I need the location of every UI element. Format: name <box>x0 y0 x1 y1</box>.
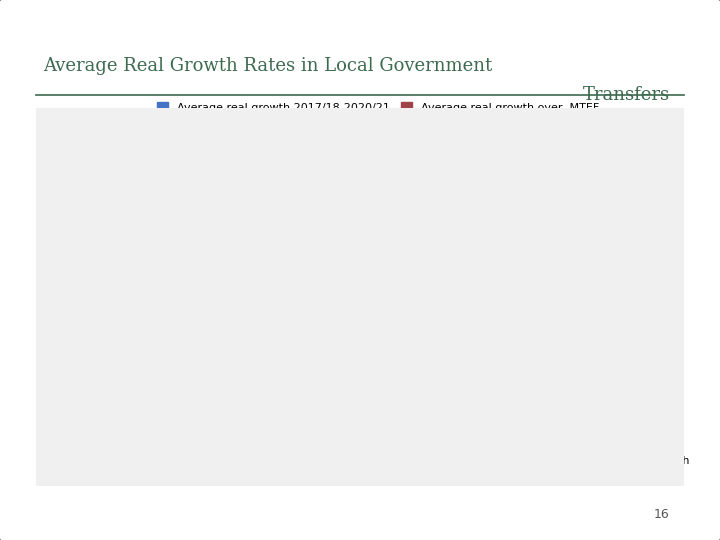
Text: -1%: -1% <box>618 336 642 349</box>
Text: Transfers: Transfers <box>582 86 670 104</box>
Text: 4%: 4% <box>117 238 135 251</box>
Bar <box>303 315 356 375</box>
Text: -4%: -4% <box>318 381 341 394</box>
Text: 3%: 3% <box>470 253 489 266</box>
Legend: Average real growth 2017/18-2020/21, Average real growth over  MTEF: Average real growth 2017/18-2020/21, Ave… <box>153 98 603 117</box>
Bar <box>400 315 453 421</box>
Text: -7%: -7% <box>415 427 438 440</box>
Text: -2%: -2% <box>167 352 190 365</box>
Bar <box>153 315 205 345</box>
Text: Average Real Growth Rates in Local Government: Average Real Growth Rates in Local Gover… <box>43 57 492 75</box>
Text: 2%: 2% <box>568 268 587 281</box>
Bar <box>453 270 506 315</box>
Bar <box>100 255 153 315</box>
Bar <box>603 315 656 330</box>
Bar <box>250 149 303 315</box>
Text: 11%: 11% <box>264 132 289 145</box>
Text: 16: 16 <box>654 508 670 521</box>
Bar <box>551 285 603 315</box>
